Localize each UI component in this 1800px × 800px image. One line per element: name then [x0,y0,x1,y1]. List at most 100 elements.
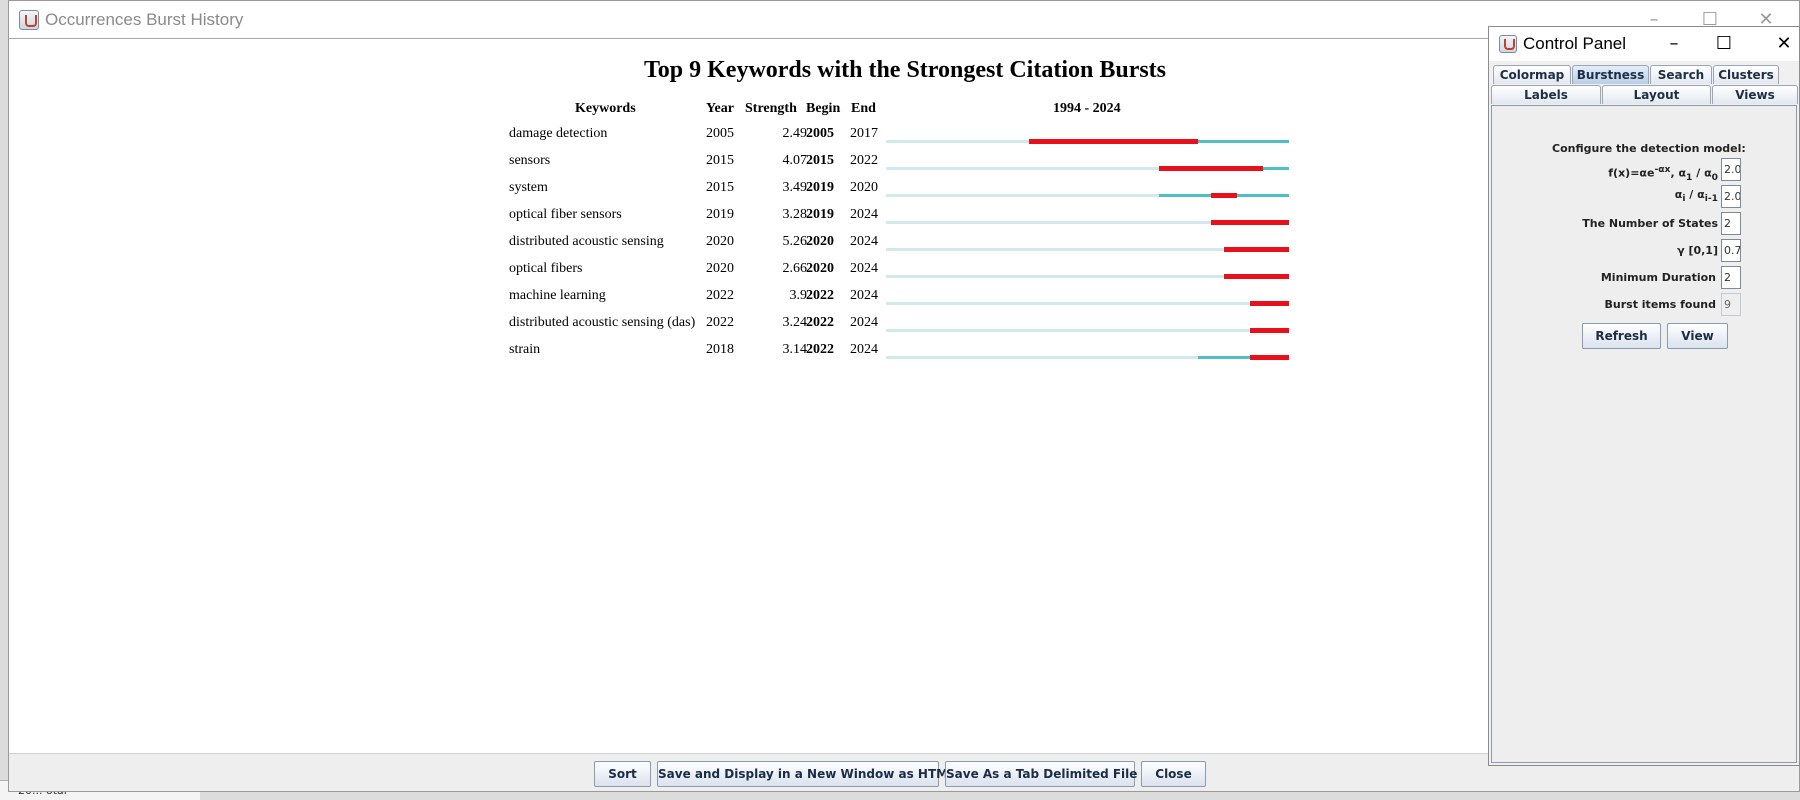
decay-function-label: f(x)=αe-αx, α1 / α0 [1608,164,1718,183]
column-header-strength: Strength [745,101,797,116]
active-period-bar [1198,356,1289,359]
year-cell: 2020 [706,261,734,276]
column-header-timeline: 1994 - 2024 [1053,101,1121,116]
timeline-bar [886,167,1289,170]
strength-cell: 5.26 [782,234,808,249]
burst-bar [1159,166,1263,171]
keyword-cell: optical fibers [509,261,583,276]
timeline-bar [886,275,1289,278]
end-cell: 2020 [850,180,878,195]
close-icon[interactable]: ✕ [1758,9,1774,30]
year-cell: 2015 [706,180,734,195]
burst-bar [1224,274,1289,279]
state-ratio-input[interactable]: 2.0 [1721,185,1741,208]
keyword-cell: machine learning [509,288,606,303]
keyword-cell: distributed acoustic sensing [509,234,664,249]
year-cell: 2005 [706,126,734,141]
year-cell: 2015 [706,153,734,168]
number-of-states-label: The Number of States [1582,217,1718,230]
maximize-icon[interactable]: ☐ [1715,33,1733,54]
gamma-input[interactable]: 0.7 [1721,239,1741,262]
minimum-duration-label: Minimum Duration [1600,271,1716,284]
burst-bar [1211,220,1289,225]
config-heading: Configure the detection model: [1552,142,1746,155]
end-cell: 2024 [850,234,878,249]
end-cell: 2024 [850,342,878,357]
column-header-year: Year [706,101,734,116]
strength-cell: 3.28 [782,207,808,222]
end-cell: 2024 [850,315,878,330]
end-cell: 2024 [850,207,878,222]
burst-timeline-chart [886,139,1289,360]
timeline-bar [886,248,1289,251]
burst-bar [1029,139,1198,144]
column-header-end: End [851,101,876,116]
tab-views[interactable]: Views [1712,85,1798,104]
end-cell: 2022 [850,153,878,168]
minimize-icon[interactable]: – [1649,9,1659,30]
keyword-cell: system [509,180,548,195]
begin-cell: 2020 [806,234,834,249]
end-cell: 2024 [850,288,878,303]
tab-clusters[interactable]: Clusters [1713,65,1779,84]
sort-button[interactable]: Sort [594,761,651,787]
keyword-cell: optical fiber sensors [509,207,622,222]
tab-burstness[interactable]: Burstness [1572,65,1649,84]
burst-items-found-value: 9 [1721,293,1741,316]
control-panel-title-bar[interactable]: Control Panel – ☐ ✕ [1489,27,1799,61]
strength-cell: 2.66 [782,261,808,276]
tab-labels[interactable]: Labels [1491,85,1601,104]
main-window-title: Occurrences Burst History [45,10,244,29]
column-header-begin: Begin [806,101,841,116]
strength-cell: 3.24 [782,315,808,330]
tab-search[interactable]: Search [1650,65,1712,84]
column-header-keywords: Keywords [575,101,636,116]
begin-cell: 2019 [806,180,834,195]
close-button[interactable]: Close [1141,761,1206,787]
java-app-icon [1499,35,1517,53]
year-cell: 2022 [706,288,734,303]
close-icon[interactable]: ✕ [1776,33,1792,54]
begin-cell: 2020 [806,261,834,276]
minimize-icon[interactable]: – [1669,33,1679,54]
refresh-button[interactable]: Refresh [1582,323,1661,349]
alpha-ratio-input[interactable]: 2.0 [1721,158,1741,181]
bottom-button-bar: Sort Save and Display in a New Window as… [9,753,1799,791]
burst-items-found-label: Burst items found [1604,298,1716,311]
state-ratio-label: αi / αi-1 [1674,188,1718,205]
keyword-cell: strain [509,342,541,357]
begin-cell: 2005 [806,126,834,141]
save-tab-delimited-button[interactable]: Save As a Tab Delimited File [945,761,1137,787]
burst-bar [1211,193,1237,198]
strength-cell: 3.9 [789,288,808,303]
save-html-button[interactable]: Save and Display in a New Window as HTML [657,761,956,787]
keyword-cell: sensors [509,153,551,168]
burst-bar [1250,301,1289,306]
end-cell: 2017 [850,126,878,141]
timeline-bar [886,302,1289,305]
control-panel-title: Control Panel [1523,34,1627,53]
strength-cell: 2.49 [782,126,808,141]
year-cell: 2018 [706,342,734,357]
minimum-duration-input[interactable]: 2 [1721,266,1741,289]
year-cell: 2022 [706,315,734,330]
view-button[interactable]: View [1667,323,1728,349]
control-panel-window: Control Panel – ☐ ✕ Colormap Burstness S… [1488,26,1800,766]
strength-cell: 3.49 [782,180,808,195]
burst-bar [1224,247,1289,252]
timeline-bar [886,356,1289,359]
begin-cell: 2022 [806,315,834,330]
keyword-cell: distributed acoustic sensing (das) [509,315,696,330]
strength-cell: 4.07 [782,153,808,168]
year-cell: 2019 [706,207,734,222]
burstness-tab-panel: Configure the detection model: f(x)=αe-α… [1491,105,1797,763]
timeline-bar [886,329,1289,332]
burst-bar [1250,328,1289,333]
begin-cell: 2015 [806,153,834,168]
tab-layout[interactable]: Layout [1602,85,1711,104]
number-of-states-input[interactable]: 2 [1721,212,1741,235]
maximize-icon[interactable]: ☐ [1701,9,1719,30]
timeline-bar [886,221,1289,224]
tab-colormap[interactable]: Colormap [1493,65,1571,84]
begin-cell: 2022 [806,342,834,357]
